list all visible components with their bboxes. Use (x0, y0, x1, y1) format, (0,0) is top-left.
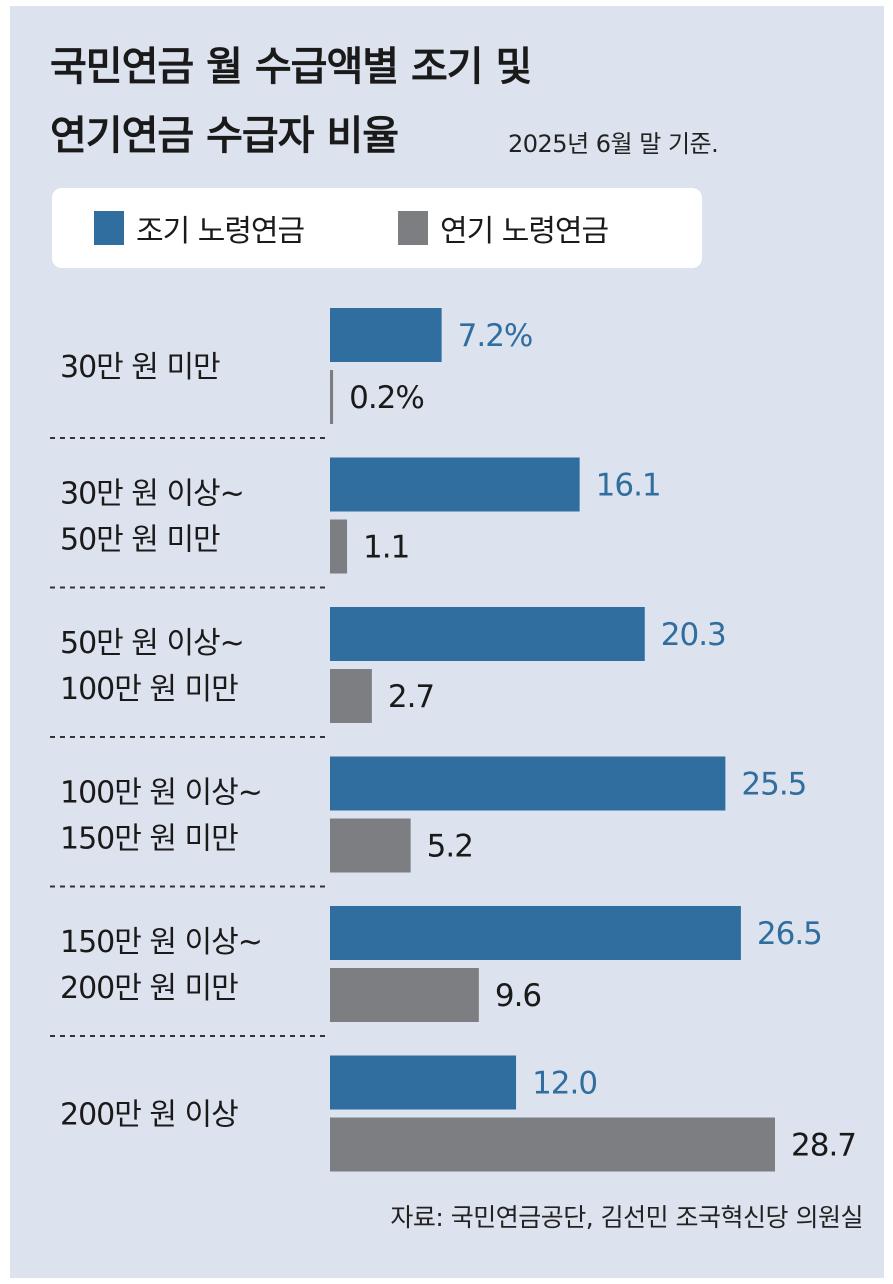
category-label: 30만 원 이상~ (60, 477, 244, 512)
value-label-late: 2.7 (388, 679, 434, 715)
category-label: 30만 원 미만 (60, 350, 220, 385)
value-label-late: 0.2% (349, 380, 424, 416)
legend-swatch-late (398, 211, 428, 245)
category-label: 150만 원 이상~ (60, 925, 262, 960)
category-label: 150만 원 미만 (60, 822, 238, 857)
value-label-early: 12.0 (532, 1066, 597, 1102)
chart-title-line-2: 연기연금 수급자 비율 (50, 113, 399, 159)
value-label-late: 5.2 (427, 829, 473, 865)
category-label: 50만 원 이상~ (60, 626, 244, 661)
legend-swatch-early (94, 211, 124, 245)
value-label-early: 25.5 (741, 767, 806, 803)
value-label-late: 28.7 (791, 1128, 856, 1164)
legend-item-late: 연기 노령연금 (398, 206, 609, 250)
bar-late (330, 519, 348, 574)
bar-early (330, 1055, 517, 1110)
value-label-early: 16.1 (596, 468, 661, 504)
bar-early (330, 607, 645, 661)
legend-label-late: 연기 노령연금 (440, 214, 609, 249)
bar-early (330, 457, 580, 512)
category-label: 50만 원 미만 (60, 523, 220, 558)
value-label-late: 1.1 (363, 530, 409, 566)
bar-late (330, 818, 411, 873)
bar-late (330, 1117, 775, 1172)
value-label-early: 20.3 (661, 617, 726, 653)
chart-subtitle: 2025년 6월 말 기준. (508, 130, 719, 158)
value-label-early: 26.5 (757, 916, 822, 952)
bar-early (330, 308, 442, 362)
legend-item-early: 조기 노령연금 (94, 206, 305, 250)
chart-title-line-1: 국민연금 월 수급액별 조기 및 (50, 44, 532, 90)
bar-late (330, 968, 479, 1022)
legend-label-early: 조기 노령연금 (136, 214, 305, 249)
legend: 조기 노령연금 연기 노령연금 (52, 188, 702, 268)
category-label: 200만 원 미만 (60, 971, 238, 1006)
value-label-early: 7.2% (458, 318, 533, 354)
bar-early (330, 756, 726, 811)
bar-late (330, 370, 334, 424)
category-label: 200만 원 이상 (60, 1098, 238, 1133)
bar-early (330, 906, 741, 960)
category-label: 100만 원 이상~ (60, 776, 262, 811)
category-label: 100만 원 미만 (60, 672, 238, 707)
source-note: 자료: 국민연금공단, 김선민 조국혁신당 의원실 (390, 1203, 863, 1232)
value-label-late: 9.6 (495, 978, 541, 1014)
bar-late (330, 669, 372, 723)
